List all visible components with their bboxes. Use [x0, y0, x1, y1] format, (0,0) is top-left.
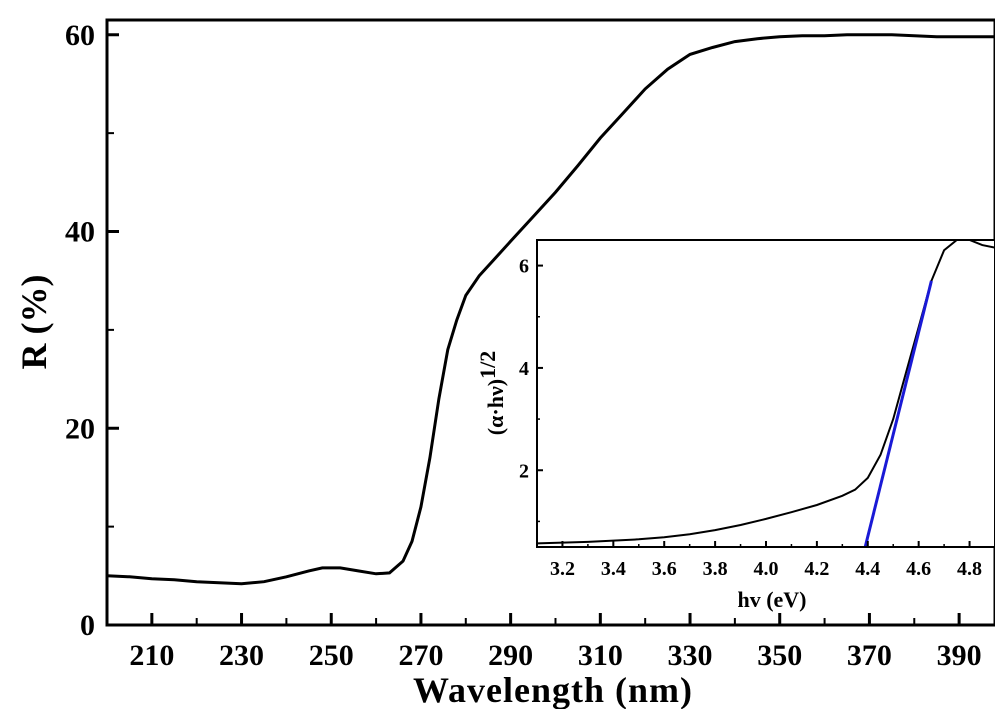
inset-x-tick-label: 4.0: [754, 558, 779, 580]
main-x-tick-label: 230: [219, 639, 264, 672]
main-x-tick-label: 270: [398, 639, 443, 672]
main-x-tick-label: 210: [129, 639, 174, 672]
inset-x-tick-label: 3.6: [652, 558, 677, 580]
inset-y-axis-exponent: 1/2: [475, 351, 500, 379]
inset-linear-fit-line: [863, 280, 933, 548]
inset-plot: 3.2 3.4 3.6 3.8 4.0 4.2 4.4 4.6 4.8 246 hv (eV) …: [475, 239, 995, 612]
inset-x-tick-label: 3.8: [703, 558, 728, 580]
inset-x-tick-label: 4.8: [957, 558, 982, 580]
main-x-tick-label: 370: [847, 639, 892, 672]
inset-y-tick-label: 6: [519, 256, 529, 278]
inset-tauc-curve: [536, 239, 995, 545]
main-reflectance-line: [106, 33, 995, 586]
main-y-tick-label: 20: [65, 412, 95, 445]
main-x-tick-label: 390: [937, 639, 982, 672]
main-y-ticks: 0 20 40 60: [65, 19, 119, 642]
inset-x-tick-label: 4.6: [906, 558, 931, 580]
inset-y-ticks: 2 4 6: [519, 256, 543, 523]
main-x-tick-label: 290: [488, 639, 533, 672]
main-y-tick-label: 60: [65, 19, 95, 52]
inset-x-tick-label: 4.2: [804, 558, 829, 580]
inset-y-tick-label: 4: [519, 358, 529, 380]
main-x-tick-label: 350: [757, 639, 802, 672]
main-plot-frame: [105, 18, 995, 627]
inset-x-tick-label: 3.2: [550, 558, 575, 580]
main-x-axis-title: Wavelength (nm): [413, 670, 693, 709]
inset-x-axis-title: hv (eV): [737, 587, 806, 612]
inset-x-tick-label: 4.4: [855, 558, 880, 580]
main-plot: 210 230 250 270 290 310 330 350 370 390 0 20 40 60 W…: [14, 18, 995, 709]
inset-x-ticks: 3.2 3.4 3.6 3.8 4.0 4.2 4.4 4.6 4.8: [550, 541, 995, 580]
inset-y-axis-title: (α·hν)1/2: [475, 351, 508, 435]
main-x-tick-label: 330: [668, 639, 713, 672]
inset-y-axis-base: (α·hν): [483, 379, 508, 435]
inset-y-tick-label: 2: [519, 460, 529, 482]
main-y-tick-label: 0: [80, 609, 95, 642]
main-x-tick-label: 250: [309, 639, 354, 672]
main-x-ticks: 210 230 250 270 290 310 330 350 370 390: [129, 613, 982, 672]
inset-x-tick-label: 3.4: [601, 558, 626, 580]
main-y-tick-label: 40: [65, 216, 95, 249]
main-x-tick-label: 310: [578, 639, 623, 672]
main-y-axis-title: R (%): [14, 275, 54, 370]
